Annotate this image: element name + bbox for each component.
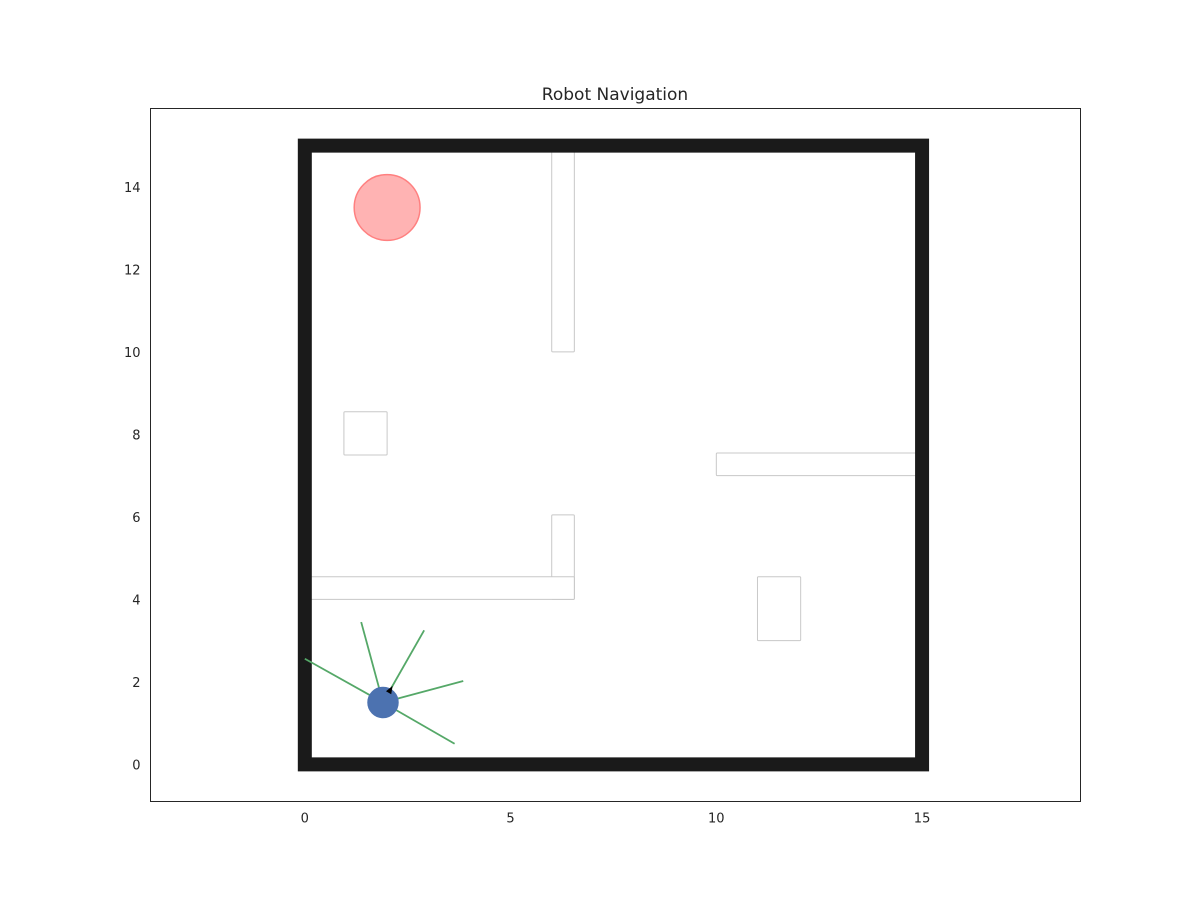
y-tick-label: 8 xyxy=(132,428,140,443)
y-tick-label: 2 xyxy=(132,676,140,691)
y-tick-label: 12 xyxy=(124,263,141,278)
obstacle-block-left xyxy=(343,411,388,456)
x-tick-label: 15 xyxy=(914,812,931,827)
y-tick-label: 14 xyxy=(124,181,141,196)
robot-heading-arrow xyxy=(386,685,393,695)
boundary-wall xyxy=(297,138,930,772)
y-tick-label: 6 xyxy=(132,511,140,526)
x-tick-label: 0 xyxy=(301,812,309,827)
y-tick-label: 0 xyxy=(132,758,140,773)
obstacle-wall-left-horizontal xyxy=(304,576,575,600)
y-tick-label: 4 xyxy=(132,593,140,608)
x-tick-label: 5 xyxy=(506,812,514,827)
robot-body xyxy=(367,686,399,719)
obstacle-wall-top-center xyxy=(551,145,575,353)
chart-title: Robot Navigation xyxy=(542,85,688,105)
goal-marker xyxy=(353,173,421,242)
obstacle-wall-right-mid xyxy=(715,452,923,477)
obstacle-block-right xyxy=(756,576,802,642)
x-tick-label: 10 xyxy=(708,812,725,827)
axes-frame xyxy=(150,108,1081,802)
y-tick-label: 10 xyxy=(124,346,141,361)
